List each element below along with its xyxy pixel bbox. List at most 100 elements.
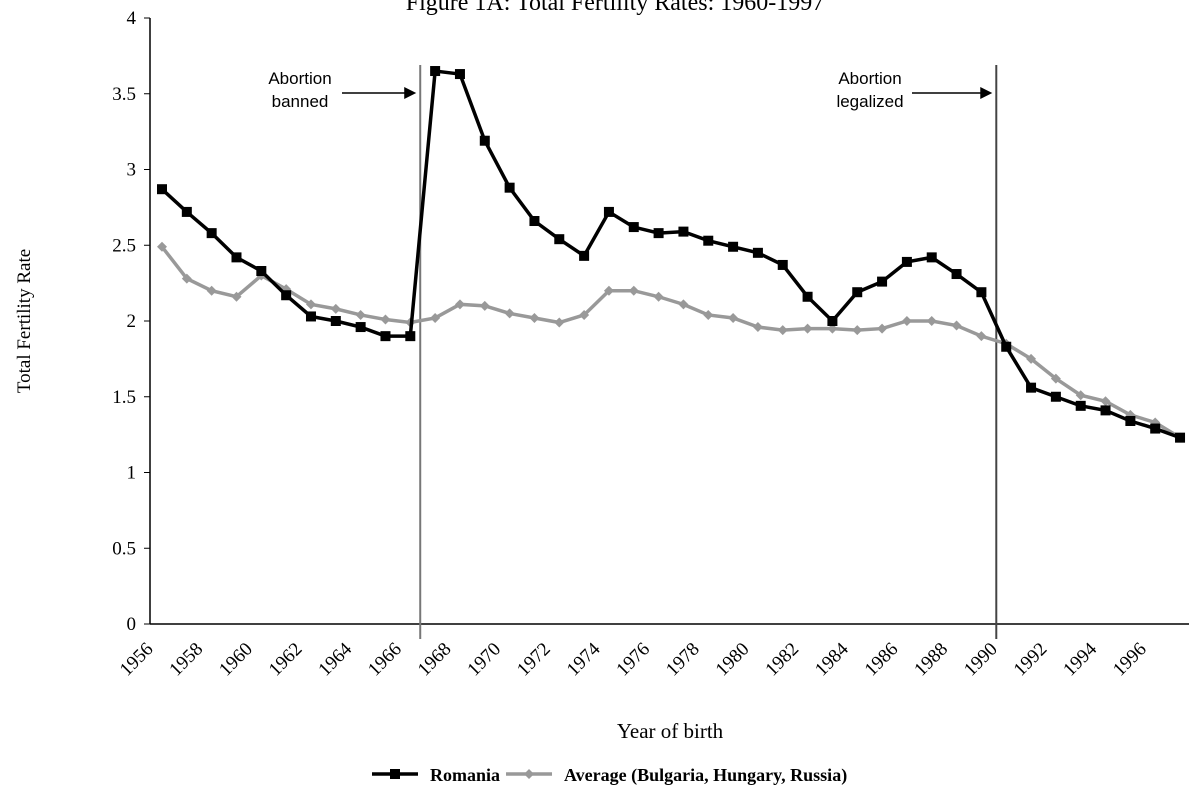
y-tick-label: 1 <box>127 463 137 484</box>
x-tick-label: 1986 <box>861 639 903 681</box>
point <box>504 308 515 319</box>
x-tick-label: 1978 <box>662 639 704 681</box>
point <box>628 222 639 233</box>
point <box>231 291 242 302</box>
point <box>628 285 639 296</box>
point <box>330 316 341 326</box>
point <box>901 316 912 326</box>
x-tick-label: 1982 <box>761 639 803 681</box>
chart-title: Figure 1A: Total Fertility Rates: 1960-1… <box>406 0 825 16</box>
x-tick-label: 1988 <box>910 639 952 681</box>
point <box>157 184 167 195</box>
point <box>976 331 987 342</box>
x-tick-label: 1972 <box>513 639 555 681</box>
x-tick-label: 1976 <box>612 639 654 681</box>
point <box>1175 432 1186 443</box>
point <box>1001 341 1012 352</box>
x-tick-label: 1968 <box>414 639 456 681</box>
point <box>479 135 490 146</box>
x-tick-label: 1992 <box>1010 639 1052 681</box>
point <box>678 226 689 237</box>
annotation-arrowhead <box>404 87 417 99</box>
point <box>1100 405 1111 416</box>
point <box>1100 396 1111 407</box>
point <box>454 69 465 80</box>
point <box>728 241 739 252</box>
point <box>678 299 689 310</box>
annotation: Abortion legalized <box>836 69 903 111</box>
point <box>430 66 441 77</box>
point <box>206 228 217 239</box>
point <box>703 309 714 320</box>
x-tick-label: 1990 <box>960 639 1002 681</box>
point <box>1026 353 1037 364</box>
point <box>777 259 788 270</box>
point <box>976 287 987 298</box>
point <box>405 331 416 342</box>
point <box>479 300 490 311</box>
point <box>752 247 763 258</box>
point <box>802 291 813 302</box>
annotation-arrowhead <box>980 87 993 99</box>
point <box>1075 400 1086 411</box>
point <box>1150 423 1161 434</box>
point <box>181 206 192 217</box>
point <box>1125 415 1136 426</box>
point <box>305 299 316 310</box>
point <box>579 309 590 320</box>
point <box>206 285 217 296</box>
y-tick-label: 0.5 <box>112 538 136 559</box>
x-tick-label: 1996 <box>1109 639 1151 681</box>
annotation: Abortion banned <box>268 69 331 111</box>
x-tick-label: 1964 <box>314 638 356 680</box>
point <box>728 312 739 323</box>
legend-marker <box>390 769 400 779</box>
x-axis-label: Year of birth <box>617 719 724 743</box>
point <box>603 206 614 217</box>
y-axis-label: Total Fertility Rate <box>14 249 35 393</box>
point <box>951 269 962 280</box>
legend-marker <box>524 769 535 779</box>
x-tick-label: 1974 <box>563 638 605 680</box>
y-tick-label: 0 <box>127 614 137 635</box>
point <box>157 241 167 252</box>
point <box>231 252 242 263</box>
y-tick-label: 3.5 <box>112 84 136 105</box>
point <box>380 331 391 342</box>
point <box>1026 382 1037 393</box>
point <box>181 273 192 284</box>
point <box>554 234 565 245</box>
y-tick-label: 3 <box>127 160 137 181</box>
point <box>1050 373 1061 384</box>
point <box>926 252 937 263</box>
point <box>777 325 788 336</box>
point <box>504 182 515 193</box>
point <box>529 216 540 227</box>
point <box>852 287 863 298</box>
point <box>355 322 366 333</box>
point <box>603 285 614 296</box>
x-tick-label: 1984 <box>811 638 853 680</box>
point <box>554 317 565 328</box>
point <box>827 323 838 334</box>
point <box>330 303 341 314</box>
point <box>281 290 292 301</box>
point <box>430 312 441 323</box>
x-tick-label: 1962 <box>265 639 307 681</box>
point <box>827 316 838 326</box>
point <box>380 314 391 325</box>
point <box>529 312 540 323</box>
x-tick-label: 1994 <box>1059 638 1101 680</box>
y-tick-label: 2.5 <box>112 235 136 256</box>
point <box>1050 391 1061 402</box>
legend-label: Average (Bulgaria, Hungary, Russia) <box>564 765 847 786</box>
legend-label: Romania <box>430 765 500 785</box>
x-tick-label: 1966 <box>364 639 406 681</box>
point <box>305 311 316 322</box>
x-tick-label: 1980 <box>712 639 754 681</box>
y-tick-label: 1.5 <box>112 387 136 408</box>
y-tick-label: 2 <box>127 311 137 332</box>
y-tick-label: 4 <box>127 8 137 29</box>
point <box>256 266 267 277</box>
